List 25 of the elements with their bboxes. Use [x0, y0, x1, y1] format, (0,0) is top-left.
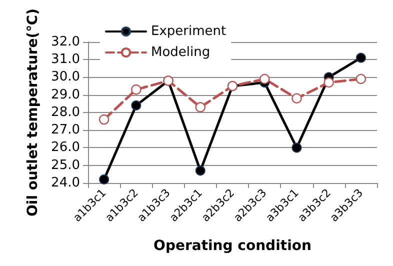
- y-axis-title: Oil outlet temperature(℃): [25, 8, 41, 216]
- legend-label: Modeling: [151, 45, 210, 60]
- y-tick-label: 27.0: [51, 122, 80, 138]
- y-tick-label: 24.0: [51, 176, 80, 190]
- point: [260, 74, 270, 84]
- x-axis-title: Operating condition: [154, 238, 312, 254]
- point: [195, 166, 206, 176]
- y-tick-label: 30.0: [51, 70, 80, 85]
- y-tick-label: 29.0: [51, 87, 80, 102]
- y-tick-label: 26.0: [51, 140, 80, 156]
- point: [98, 114, 110, 125]
- point: [292, 93, 302, 104]
- y-tick-label: 32.0: [51, 34, 80, 50]
- point: [356, 52, 366, 63]
- legend-label: Experiment: [151, 24, 226, 39]
- y-tick-label: 28.0: [51, 104, 80, 120]
- y-tick-label: 25.0: [51, 158, 80, 173]
- point: [99, 174, 110, 184]
- point: [131, 100, 142, 110]
- point: [131, 84, 142, 95]
- y-tick-label: 31.0: [51, 52, 80, 68]
- point: [324, 77, 334, 88]
- point: [292, 142, 302, 153]
- point: [195, 102, 206, 112]
- point: [356, 74, 366, 84]
